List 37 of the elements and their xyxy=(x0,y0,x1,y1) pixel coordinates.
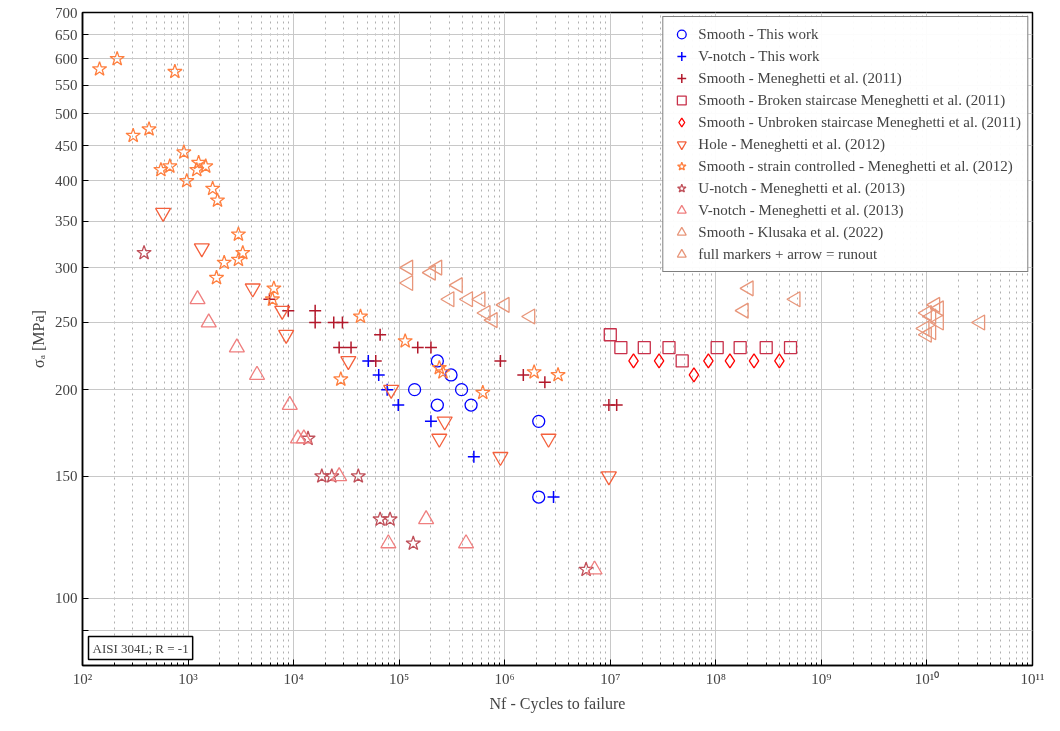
x-tick-label: 10³ xyxy=(178,670,199,687)
legend-label: Smooth - strain controlled - Meneghetti et al. (2012) xyxy=(698,157,1013,175)
y-tick-label: 600 xyxy=(55,50,78,67)
y-tick-label: 400 xyxy=(55,172,78,189)
legend-label: full markers + arrow = runout xyxy=(698,245,878,263)
y-tick-label: 450 xyxy=(55,137,78,154)
legend-label: Smooth - Meneghetti et al. (2011) xyxy=(698,69,902,87)
y-tick-label: 700 xyxy=(55,4,78,21)
legend-label: Smooth - Unbroken staircase Meneghetti et al. (2011) xyxy=(698,113,1021,131)
y-tick-label: 550 xyxy=(55,77,78,94)
legend-label: Hole - Meneghetti et al. (2012) xyxy=(698,135,885,153)
legend-label: V-notch - This work xyxy=(698,47,820,65)
y-tick-label: 150 xyxy=(55,468,78,485)
legend-label: U-notch - Meneghetti et al. (2013) xyxy=(698,179,905,197)
x-tick-label: 10² xyxy=(72,670,93,687)
x-tick-label: 10⁵ xyxy=(389,670,410,687)
legend-label: Smooth - Broken staircase Meneghetti et al. (2011) xyxy=(698,91,1006,109)
y-tick-label: 100 xyxy=(55,590,78,607)
x-tick-label: 10⁴ xyxy=(283,670,304,687)
legend-label: V-notch - Meneghetti et al. (2013) xyxy=(698,201,904,219)
y-tick-label: 500 xyxy=(55,105,78,122)
x-tick-label: 10⁹ xyxy=(811,670,832,687)
y-axis-title: σₐ [MPa] xyxy=(30,310,47,368)
y-tick-label: 300 xyxy=(55,259,78,276)
annotation: AISI 304L; R = -1 xyxy=(92,640,189,656)
x-tick-label: 10⁶ xyxy=(494,670,515,687)
x-axis-title: Nf - Cycles to failure xyxy=(489,694,626,713)
x-tick-label: 10⁸ xyxy=(705,670,726,687)
y-tick-label: 250 xyxy=(55,314,78,331)
y-tick-label: 200 xyxy=(55,381,78,398)
legend-label: Smooth - Klusaka et al. (2022) xyxy=(698,223,884,241)
y-tick-label: 350 xyxy=(55,213,78,230)
x-tick-label: 10¹¹ xyxy=(1020,670,1045,687)
x-tick-label: 10⁷ xyxy=(600,670,621,687)
legend-label: Smooth - This work xyxy=(698,25,819,43)
y-tick-label: 650 xyxy=(55,26,78,43)
x-tick-label: 10¹⁰ xyxy=(914,670,940,687)
